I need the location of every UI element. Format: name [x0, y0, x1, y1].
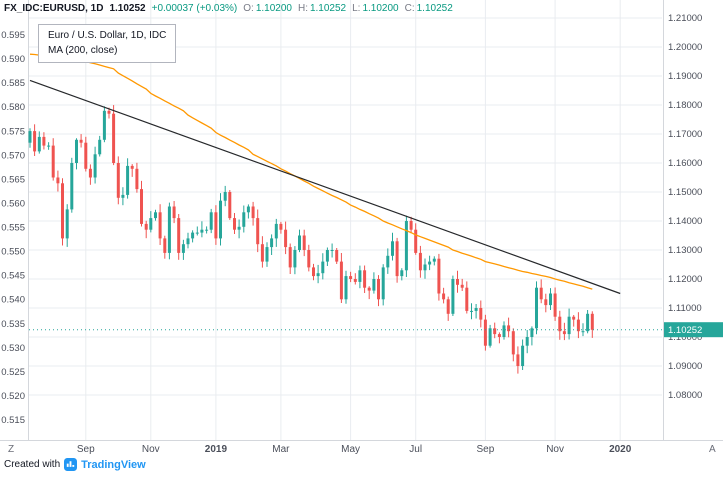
auto-scale-button[interactable]: A — [709, 444, 716, 455]
svg-text:1.21000: 1.21000 — [668, 13, 702, 24]
svg-text:1.14000: 1.14000 — [668, 216, 702, 227]
svg-text:Mar: Mar — [272, 444, 290, 455]
legend-ma-label[interactable]: MA (200, close) — [48, 45, 118, 56]
svg-text:1.12000: 1.12000 — [668, 274, 702, 285]
low-value: L: 1.10200 — [352, 3, 399, 14]
svg-text:1.09000: 1.09000 — [668, 361, 702, 372]
svg-text:0.515: 0.515 — [1, 415, 25, 426]
timezone-button[interactable]: Z — [8, 444, 15, 455]
svg-text:0.575: 0.575 — [1, 126, 25, 137]
symbol-name[interactable]: FX_IDC:EURUSD, 1D — [4, 3, 104, 14]
svg-text:0.595: 0.595 — [1, 30, 25, 41]
svg-text:0.530: 0.530 — [1, 343, 25, 354]
svg-text:Nov: Nov — [546, 444, 564, 455]
right-price-scale[interactable]: 1.21000 1.20000 1.19000 1.18000 1.17000 1.160… — [668, 13, 702, 401]
svg-text:0.555: 0.555 — [1, 223, 25, 234]
svg-text:1.18000: 1.18000 — [668, 100, 702, 111]
svg-text:1.20000: 1.20000 — [668, 42, 702, 53]
svg-text:0.560: 0.560 — [1, 198, 25, 209]
svg-text:1.08000: 1.08000 — [668, 390, 702, 401]
svg-text:May: May — [341, 444, 360, 455]
attribution: Created with TradingView — [4, 458, 146, 471]
created-with-label: Created with — [4, 459, 61, 470]
svg-text:0.565: 0.565 — [1, 174, 25, 185]
svg-text:0.525: 0.525 — [1, 367, 25, 378]
svg-text:1.17000: 1.17000 — [668, 129, 702, 140]
svg-text:Jul: Jul — [409, 444, 422, 455]
grid — [29, 0, 662, 440]
trendline[interactable] — [29, 79, 621, 295]
svg-text:0.570: 0.570 — [1, 150, 25, 161]
svg-text:2019: 2019 — [205, 444, 228, 455]
series-legend[interactable]: Euro / U.S. Dollar, 1D, IDC MA (200, clo… — [38, 24, 177, 63]
svg-text:Sep: Sep — [477, 444, 495, 455]
open-value: O: 1.10200 — [243, 3, 292, 14]
svg-text:1.10252: 1.10252 — [668, 325, 702, 336]
svg-text:0.590: 0.590 — [1, 54, 25, 65]
tradingview-logo-icon[interactable] — [64, 458, 78, 471]
svg-text:1.10000: 1.10000 — [668, 332, 702, 343]
svg-text:2020: 2020 — [609, 444, 632, 455]
svg-text:1.13000: 1.13000 — [668, 245, 702, 256]
last-price-value: 1.10252 — [109, 3, 146, 14]
ma200-line — [29, 53, 593, 290]
svg-text:1.11000: 1.11000 — [668, 303, 702, 314]
svg-text:0.585: 0.585 — [1, 78, 25, 89]
last-price-axis-label: 1.10252 — [664, 322, 723, 338]
svg-text:1.19000: 1.19000 — [668, 71, 702, 82]
svg-text:1.15000: 1.15000 — [668, 187, 702, 198]
svg-text:0.550: 0.550 — [1, 247, 25, 258]
legend-series-title[interactable]: Euro / U.S. Dollar, 1D, IDC — [48, 30, 167, 41]
time-scale[interactable]: Sep Nov 2019 Mar May Jul Sep Nov 2020 — [77, 444, 632, 455]
close-value: C: 1.10252 — [404, 3, 453, 14]
svg-text:1.16000: 1.16000 — [668, 158, 702, 169]
svg-text:0.540: 0.540 — [1, 295, 25, 306]
left-price-scale[interactable]: 0.595 0.590 0.585 0.580 0.575 0.570 0.565 0.560… — [1, 30, 25, 426]
tradingview-link[interactable]: TradingView — [81, 458, 146, 471]
svg-text:0.545: 0.545 — [1, 271, 25, 282]
svg-text:0.520: 0.520 — [1, 391, 25, 402]
high-value: H: 1.10252 — [297, 3, 347, 14]
svg-text:Sep: Sep — [77, 444, 95, 455]
svg-text:0.535: 0.535 — [1, 319, 25, 330]
symbol-header: FX_IDC:EURUSD, 1D 1.10252 +0.00037 (+0.0… — [4, 3, 453, 14]
svg-text:Nov: Nov — [142, 444, 160, 455]
svg-text:0.580: 0.580 — [1, 102, 25, 113]
price-change: +0.00037 (+0.03%) — [151, 3, 238, 14]
candles — [28, 105, 594, 374]
